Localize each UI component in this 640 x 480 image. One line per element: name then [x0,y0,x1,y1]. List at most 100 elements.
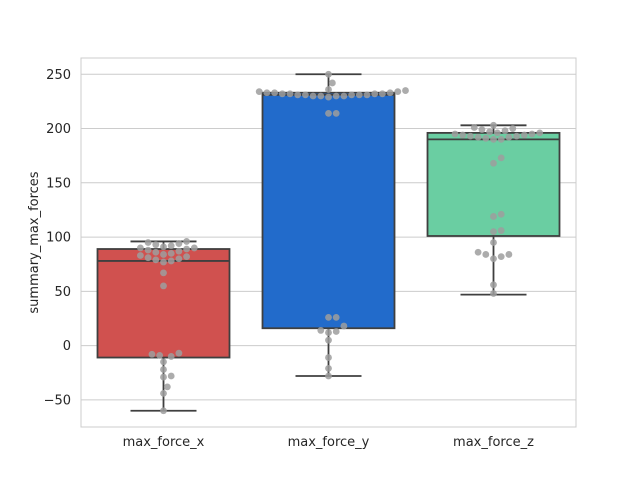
data-point [325,336,332,344]
data-point [490,239,497,246]
data-point [160,269,167,277]
y-tick-label: 100 [46,231,71,246]
data-point [493,129,501,137]
data-point [302,91,309,99]
data-point [325,329,332,336]
data-point [332,328,340,335]
data-point [325,86,332,93]
y-tick-label: 50 [54,285,71,300]
data-point [144,239,152,246]
y-tick-label: 150 [46,176,71,191]
data-point [536,129,544,137]
data-point [175,240,183,247]
data-point [490,159,497,167]
x-tick-labels: max_force_x max_force_y max_force_z [123,435,534,450]
data-point [163,383,171,391]
data-point [459,131,467,139]
x-tick-label: max_force_z [453,435,534,450]
box-body [261,91,396,330]
box-max_force_z [426,124,561,296]
data-point [152,256,160,264]
axes-frame [80,57,577,428]
data-point [355,91,363,99]
data-point [144,246,152,254]
data-point [160,282,167,290]
data-point [363,91,371,99]
data-point [167,353,175,360]
data-point [325,364,332,372]
box-body [96,248,231,359]
data-point [490,228,497,236]
x-tick-label: max_force_x [123,435,205,450]
data-point [160,358,167,366]
data-point [478,126,486,134]
data-point [486,128,494,136]
data-point [490,281,497,289]
data-point [528,130,536,138]
data-point [497,253,505,261]
data-point [160,366,167,373]
data-point [513,132,520,140]
data-point [325,372,332,380]
data-point [497,154,505,162]
data-point [325,354,332,361]
data-point [474,248,482,256]
data-point [325,93,332,101]
data-point [156,351,164,359]
data-point [317,92,325,100]
data-point [152,241,160,249]
data-point [160,407,167,415]
data-point [340,322,348,330]
data-point [348,91,355,99]
data-point [474,133,482,141]
data-point [490,121,497,129]
data-point [190,244,198,252]
data-point [160,258,167,266]
data-point [332,92,340,100]
data-point [167,242,175,250]
data-point [332,109,340,117]
data-point [183,253,191,261]
data-point [328,79,336,87]
swarm-points-layer [137,70,544,415]
y-tick-label: −50 [44,393,71,408]
data-point [497,227,505,234]
data-point [467,132,474,140]
data-point [255,88,263,96]
data-point [278,90,286,98]
data-point [160,251,167,258]
data-point [317,327,325,334]
data-point [175,349,183,357]
box-max_force_x [96,240,231,412]
data-point [148,350,156,358]
data-point [490,135,497,143]
data-point [394,88,402,96]
data-point [490,255,497,263]
data-point [470,124,478,131]
data-point [501,127,509,135]
data-point [160,243,167,251]
data-point [167,249,175,257]
data-point [175,255,183,263]
data-point [183,238,191,245]
data-point [294,91,302,99]
data-point [497,135,505,143]
data-point [160,389,167,397]
boxes-layer [96,73,561,412]
data-point [167,372,175,380]
data-point [402,87,409,94]
data-point [332,313,340,321]
y-tick-labels: −50 0 50 100 150 200 250 [44,68,71,409]
y-tick-label: 250 [46,68,71,83]
data-point [263,89,271,97]
data-point [371,90,379,98]
data-point [505,133,513,141]
data-point [505,251,513,258]
data-point [386,89,394,97]
data-point [482,251,490,258]
data-point [497,210,505,218]
data-point [325,70,332,78]
data-point [520,131,528,139]
data-point [286,90,294,98]
